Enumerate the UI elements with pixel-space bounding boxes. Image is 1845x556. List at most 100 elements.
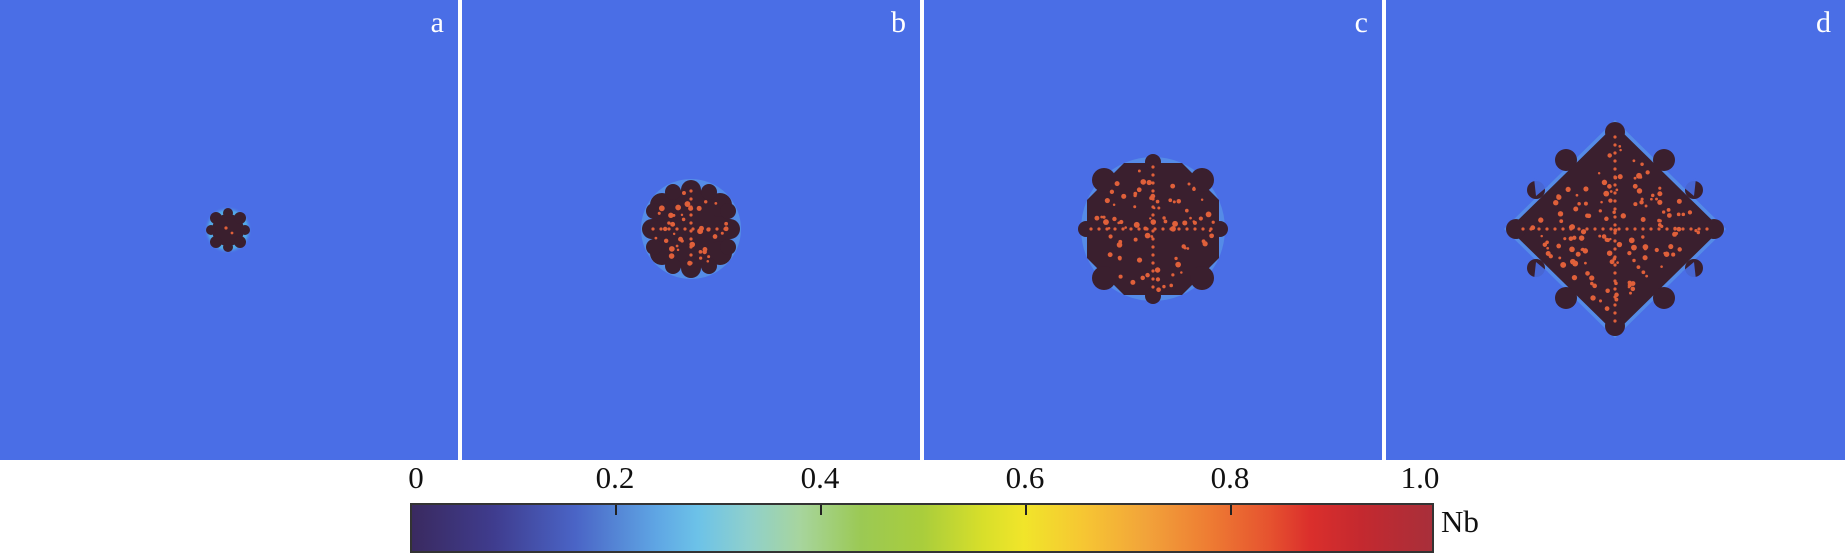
nb-spot	[1666, 207, 1671, 212]
nb-spot	[1697, 227, 1701, 231]
nb-spot	[1607, 184, 1612, 189]
colorbar-tick-label: 0.4	[800, 460, 840, 495]
nb-spot	[1117, 255, 1122, 260]
nb-spot	[1538, 217, 1544, 223]
colorbar-tick-label: 0.2	[595, 460, 635, 495]
nb-spot	[689, 245, 693, 249]
nb-spot	[657, 211, 661, 215]
nb-spot	[707, 227, 711, 231]
nb-spot	[1181, 244, 1186, 249]
nb-spot	[1613, 279, 1617, 283]
nb-spot	[1157, 206, 1161, 210]
colorbar-tick	[1025, 505, 1027, 515]
nb-spot	[1109, 189, 1115, 194]
nb-spot	[1124, 226, 1127, 229]
nb-spot	[1117, 221, 1121, 225]
nb-spot	[680, 213, 684, 217]
nb-spot	[1151, 181, 1155, 185]
nb-spot	[1153, 227, 1157, 231]
nb-spot	[1677, 247, 1682, 252]
precipitate-a	[206, 208, 250, 252]
nb-spot	[1156, 287, 1161, 293]
nb-spot	[1609, 259, 1615, 265]
nb-spot	[1668, 243, 1674, 250]
nb-spot	[1561, 227, 1565, 231]
nb-spot	[1665, 227, 1669, 231]
nb-spot	[1613, 215, 1617, 219]
nb-spot	[1613, 207, 1617, 211]
panel-d-image	[1504, 120, 1726, 338]
nb-spot	[1593, 227, 1597, 231]
nb-spot	[1598, 209, 1602, 213]
nb-spot	[1649, 227, 1653, 231]
nb-spot	[1613, 183, 1617, 187]
nb-spot	[1613, 311, 1617, 315]
nb-spot	[1681, 212, 1686, 217]
nb-spot	[1209, 227, 1213, 231]
nb-spot	[1133, 205, 1137, 209]
nb-spot	[1163, 219, 1168, 224]
nb-spot	[689, 221, 693, 225]
nb-spot	[1169, 227, 1173, 231]
nb-spot	[1694, 229, 1698, 233]
nb-spot	[1151, 197, 1155, 201]
nb-spot	[689, 229, 693, 233]
nb-spot	[1205, 211, 1212, 218]
nb-spot	[1116, 242, 1123, 248]
nb-spot	[659, 227, 663, 231]
nb-spot	[1585, 227, 1589, 231]
nb-spot	[1657, 227, 1661, 231]
nb-spot	[667, 221, 671, 225]
nb-spot	[689, 213, 693, 217]
nb-spot	[1617, 227, 1621, 231]
nb-spot	[1613, 303, 1617, 307]
nb-spot	[1603, 190, 1610, 197]
nb-spot	[1654, 247, 1659, 253]
nb-spot	[1613, 151, 1617, 155]
nb-spot	[654, 236, 658, 240]
nb-spot	[1627, 283, 1632, 288]
nb-spot	[1545, 227, 1549, 231]
nb-spot	[651, 227, 655, 231]
nb-spot	[1151, 285, 1155, 289]
nb-spot	[1151, 205, 1155, 209]
nb-spot	[1605, 288, 1610, 293]
nb-spot	[1666, 213, 1672, 218]
nb-spot	[1137, 169, 1141, 173]
nb-spot	[1633, 227, 1637, 231]
nb-spot	[1192, 187, 1196, 191]
nb-spot	[1633, 176, 1637, 180]
nb-spot	[1612, 210, 1616, 214]
nb-spot	[1604, 237, 1609, 242]
colorbar	[410, 503, 1434, 553]
nb-spot	[1578, 235, 1585, 241]
nb-spot	[663, 238, 669, 244]
nb-spot	[1137, 227, 1141, 231]
nb-spot	[1631, 244, 1637, 251]
nb-spot	[1575, 193, 1579, 197]
nb-spot	[1556, 243, 1562, 249]
colorbar-label: Nb	[1441, 504, 1479, 539]
nb-spot	[681, 217, 686, 222]
nb-spot	[1521, 227, 1525, 231]
nb-spot	[1136, 257, 1143, 263]
nb-spot	[1577, 227, 1581, 231]
nb-spot	[1154, 267, 1161, 273]
nb-spot	[1613, 295, 1617, 299]
nb-spot	[1640, 162, 1644, 166]
nb-spot	[1639, 175, 1643, 179]
nb-spot	[689, 261, 693, 265]
nb-spot	[1617, 174, 1623, 180]
nb-spot	[1650, 193, 1655, 198]
nb-spot	[672, 213, 676, 217]
nb-spot	[1608, 198, 1613, 203]
nb-spot	[699, 227, 703, 231]
nb-spot	[1616, 261, 1619, 264]
nb-spot	[1102, 215, 1106, 219]
nb-spot	[1209, 233, 1214, 239]
nb-spot	[1558, 256, 1562, 260]
nb-spot	[1118, 274, 1123, 279]
nb-spot	[1176, 199, 1182, 204]
nb-spot	[1200, 198, 1204, 202]
nb-spot	[1146, 179, 1152, 186]
